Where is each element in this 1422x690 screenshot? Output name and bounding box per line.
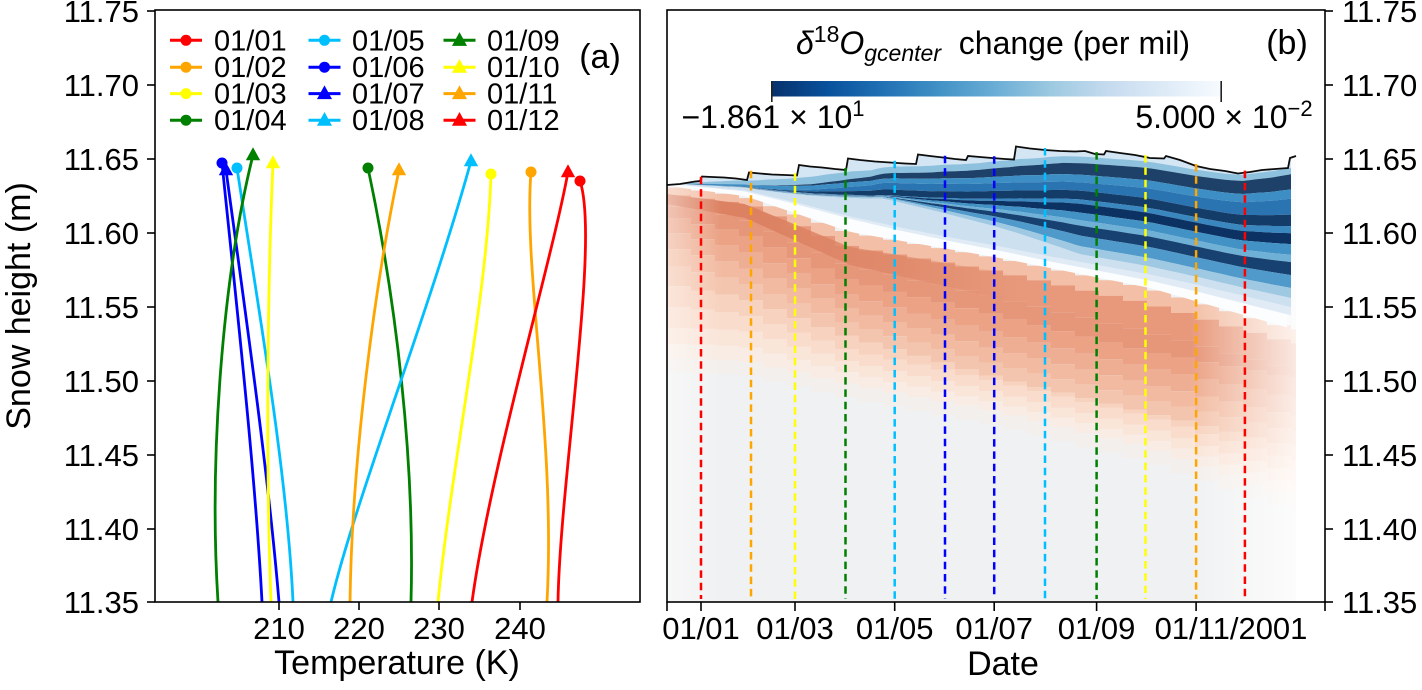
svg-text:01/03: 01/03 [214,79,287,111]
svg-text:Temperature (K): Temperature (K) [274,644,520,682]
svg-text:11.65: 11.65 [1342,142,1417,177]
svg-text:5.000 × 10−2: 5.000 × 10−2 [1135,96,1312,135]
svg-text:(b): (b) [1266,24,1308,62]
svg-text:11.60: 11.60 [1342,216,1417,251]
svg-text:11.65: 11.65 [64,142,139,177]
svg-text:11.50: 11.50 [1342,364,1417,399]
svg-text:01/06: 01/06 [352,52,425,84]
svg-text:11.45: 11.45 [1342,438,1417,473]
svg-text:01/04: 01/04 [214,105,287,137]
svg-text:δ18Ogcenter change (per mil): δ18Ogcenter change (per mil) [796,21,1190,66]
svg-text:Date: Date [967,645,1039,683]
svg-text:01/05: 01/05 [856,611,934,646]
svg-text:11.70: 11.70 [64,68,139,103]
svg-text:01/07: 01/07 [955,611,1033,646]
svg-text:01/07: 01/07 [352,79,425,111]
svg-text:11.55: 11.55 [64,290,139,325]
svg-text:11.35: 11.35 [1342,585,1417,620]
svg-text:11.60: 11.60 [64,216,139,251]
svg-text:01/09: 01/09 [487,25,560,57]
svg-text:01/12: 01/12 [487,105,560,137]
svg-text:11.40: 11.40 [64,512,139,547]
svg-text:220: 220 [333,611,385,646]
svg-text:01/08: 01/08 [352,105,425,137]
svg-text:01/10: 01/10 [487,52,560,84]
svg-text:(a): (a) [579,38,621,76]
svg-text:11.75: 11.75 [64,0,139,29]
svg-text:01/05: 01/05 [352,25,425,57]
svg-text:Snow height (m): Snow height (m) [0,182,38,430]
svg-text:01/11/2001: 01/11/2001 [1155,611,1308,646]
svg-text:01/09: 01/09 [1058,611,1136,646]
svg-text:11.40: 11.40 [1342,512,1417,547]
svg-text:240: 240 [494,611,546,646]
svg-text:210: 210 [253,611,305,646]
svg-text:01/01: 01/01 [214,25,287,57]
svg-text:11.45: 11.45 [64,438,139,473]
svg-text:01/03: 01/03 [756,611,834,646]
svg-text:230: 230 [413,611,465,646]
svg-text:01/02: 01/02 [214,52,287,84]
svg-text:11.50: 11.50 [64,364,139,399]
svg-text:11.75: 11.75 [1342,0,1417,29]
svg-text:11.70: 11.70 [1342,68,1417,103]
svg-text:01/11: 01/11 [487,79,557,111]
svg-text:11.35: 11.35 [64,585,139,620]
svg-text:11.55: 11.55 [1342,290,1417,325]
svg-text:01/01: 01/01 [662,611,740,646]
svg-text:−1.861 × 101: −1.861 × 101 [681,96,864,135]
